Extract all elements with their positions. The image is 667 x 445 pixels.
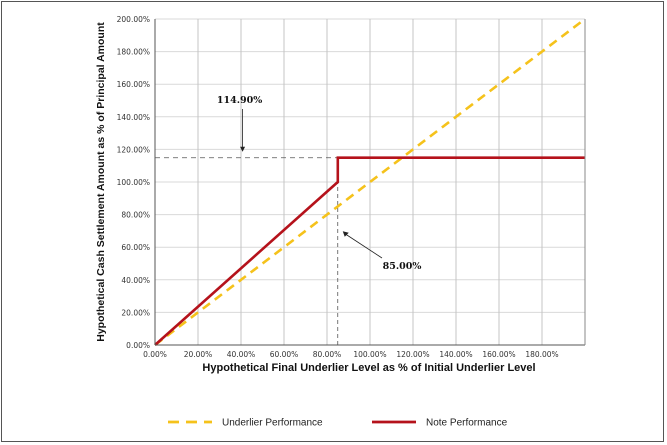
legend-label: Underlier Performance: [222, 418, 323, 429]
y-tick-label: 180.00%: [117, 48, 150, 57]
x-tick-label: 180.00%: [525, 350, 558, 359]
x-tick-label: 60.00%: [270, 350, 299, 359]
annotation-threshold-arrowhead: [342, 231, 349, 237]
x-tick-label: 40.00%: [227, 350, 256, 359]
x-tick-label: 140.00%: [439, 350, 472, 359]
x-tick-label: 160.00%: [482, 350, 515, 359]
y-axis-title: Hypothetical Cash Settlement Amount as %…: [95, 22, 107, 342]
series-line-note: [154, 156, 585, 346]
y-tick-label: 0.00%: [126, 341, 150, 350]
y-tick-label: 60.00%: [121, 243, 150, 252]
legend: Underlier Performance Note Performance: [168, 418, 508, 429]
reference-lines: [155, 157, 339, 345]
y-tick-label: 20.00%: [121, 308, 150, 317]
annotation-cap-arrowhead: [240, 146, 246, 152]
y-tick-label: 40.00%: [121, 276, 150, 285]
legend-label: Note Performance: [426, 418, 508, 429]
x-tick-labels: 0.00% 20.00% 40.00% 60.00% 80.00% 100.00% 120.…: [143, 350, 559, 359]
x-tick-label: 20.00%: [184, 350, 213, 359]
y-tick-label: 140.00%: [117, 113, 150, 122]
x-axis-title: Hypothetical Final Underlier Level as % …: [202, 362, 535, 374]
annotations: 114.90% 85.00%: [217, 95, 422, 272]
y-tick-label: 160.00%: [117, 80, 150, 89]
y-tick-label: 200.00%: [117, 15, 150, 24]
annotation-threshold-arrow: [345, 233, 383, 259]
y-tick-label: 120.00%: [117, 145, 150, 154]
axes: [154, 19, 586, 346]
y-tick-label: 100.00%: [117, 178, 150, 187]
y-tick-labels: 0.00% 20.00% 40.00% 60.00% 80.00% 100.00% 120.…: [117, 15, 150, 350]
x-tick-label: 0.00%: [143, 350, 167, 359]
y-tick-label: 80.00%: [121, 211, 150, 220]
x-tick-label: 120.00%: [396, 350, 429, 359]
annotation-threshold-label: 85.00%: [383, 261, 422, 272]
annotation-cap-label: 114.90%: [217, 95, 262, 106]
x-tick-label: 100.00%: [353, 350, 386, 359]
grid: [155, 18, 586, 345]
x-tick-label: 80.00%: [313, 350, 342, 359]
series-group: [154, 17, 586, 347]
